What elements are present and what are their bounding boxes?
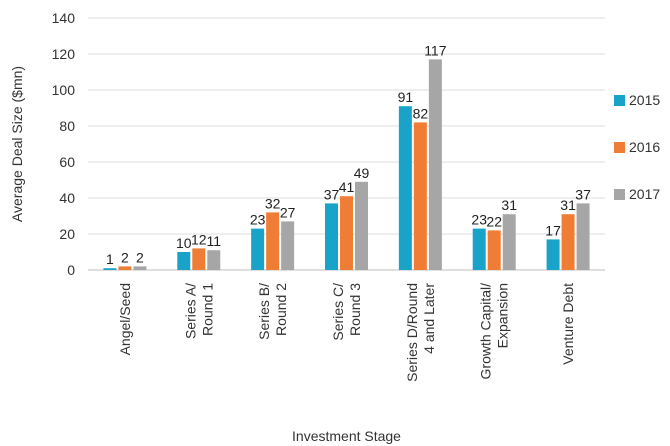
y-axis-ticks: 0 20 40 60 80 100 120 140: [52, 10, 76, 278]
bar-2016: [487, 230, 501, 270]
legend-swatch-2015: [614, 95, 625, 106]
y-tick-label: 100: [52, 82, 76, 98]
data-label: 17: [545, 222, 561, 238]
y-tick-label: 40: [59, 190, 75, 206]
x-tick-label: Venture Debt: [560, 283, 576, 365]
data-label: 82: [413, 105, 429, 121]
data-label: 10: [176, 235, 192, 251]
y-tick-label: 140: [52, 10, 76, 26]
x-axis-title: Investment Stage: [292, 428, 401, 444]
data-label: 41: [339, 179, 355, 195]
x-tick-label-line: Series B/: [256, 283, 272, 340]
x-axis-ticks: Angel/Seed Series A/Round 1 Series B/Round…: [117, 283, 576, 382]
x-tick-label-line: Expansion: [495, 283, 511, 348]
bar-2017: [502, 214, 516, 270]
y-tick-label: 0: [67, 262, 75, 278]
bar-2016: [118, 266, 132, 270]
bar-2015: [472, 228, 486, 270]
x-tick-label-line: Round 2: [273, 283, 289, 336]
legend-swatch-2017: [614, 189, 625, 200]
legend-label: 2017: [629, 186, 660, 202]
bars: [103, 59, 590, 271]
x-tick-label: Series D/Round 4 and Later: [404, 283, 437, 382]
data-label: 2: [136, 249, 144, 265]
data-label: 22: [486, 213, 502, 229]
data-label: 49: [354, 165, 370, 181]
y-tick-label: 60: [59, 154, 75, 170]
bar-2017: [355, 181, 368, 270]
y-axis-title: Average Deal Size ($mn): [9, 66, 25, 222]
legend-label: 2016: [629, 139, 660, 155]
y-tick-label: 120: [52, 46, 76, 62]
x-tick-label-line: Growth Capital/: [478, 283, 494, 380]
bar-2016: [413, 122, 427, 271]
x-tick-label-line: Series D/Round: [404, 283, 420, 382]
bar-2017: [281, 221, 295, 270]
bar-2015: [546, 239, 560, 270]
data-label: 23: [471, 212, 487, 228]
bar-2015: [325, 203, 338, 270]
x-tick-label-line: Series A/: [182, 283, 198, 339]
data-label: 2: [121, 249, 129, 265]
data-label: 37: [575, 186, 591, 202]
data-label: 31: [501, 197, 517, 213]
bar-2016: [561, 214, 575, 270]
legend-swatch-2016: [614, 142, 625, 153]
x-tick-label-line: Series C/: [330, 283, 346, 341]
x-tick-label: Angel/Seed: [117, 283, 133, 355]
data-label: 11: [207, 233, 222, 249]
legend: 2015 2016 2017: [614, 92, 660, 202]
x-tick-label: Series B/Round 2: [256, 283, 289, 340]
x-tick-label: Series C/Round 3: [330, 283, 363, 341]
bar-2016: [266, 212, 280, 270]
bar-2015: [103, 268, 117, 270]
bar-2017: [133, 266, 147, 270]
x-tick-label-line: Angel/Seed: [117, 283, 133, 355]
bar-2015: [398, 106, 412, 270]
data-label: 91: [398, 89, 414, 105]
x-tick-label-line: 4 and Later: [421, 283, 437, 354]
data-label: 12: [191, 231, 207, 247]
data-label: 27: [280, 204, 296, 220]
data-label: 31: [560, 197, 576, 213]
x-tick-label-line: Round 1: [199, 283, 215, 336]
bar-2016: [340, 196, 353, 270]
legend-label: 2015: [629, 92, 660, 108]
data-label: 32: [265, 195, 281, 211]
bar-2015: [251, 228, 265, 270]
data-label: 37: [324, 186, 340, 202]
y-tick-label: 80: [59, 118, 75, 134]
data-label: 117: [424, 42, 447, 58]
x-tick-label: Series A/Round 1: [182, 283, 215, 339]
bar-2015: [177, 252, 191, 270]
x-tick-label-line: Venture Debt: [560, 283, 576, 365]
data-label: 23: [250, 212, 266, 228]
bar-2017: [207, 250, 221, 270]
bar-2017: [428, 59, 442, 271]
bar-2016: [192, 248, 206, 270]
bar-2017: [576, 203, 590, 270]
data-label: 1: [106, 251, 114, 267]
x-tick-label-line: Round 3: [347, 283, 363, 336]
y-tick-label: 20: [59, 226, 75, 242]
x-tick-label: Growth Capital/Expansion: [478, 283, 511, 380]
